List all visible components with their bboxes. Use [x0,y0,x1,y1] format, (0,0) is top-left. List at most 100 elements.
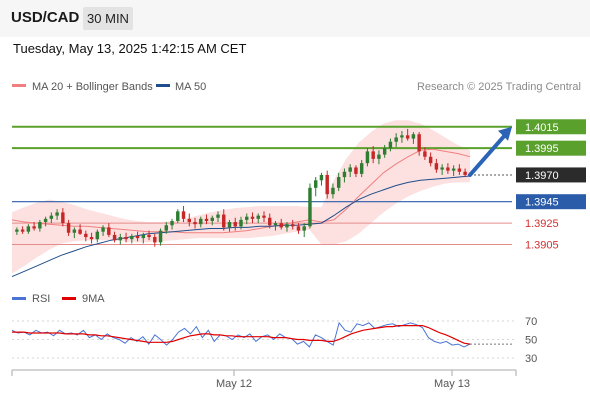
legend-swatch-ma50 [156,84,170,87]
rsi-ma-line [12,325,471,345]
candle-body [319,174,324,181]
rsi-tick-70: 70 [525,316,537,328]
candle-body [405,135,410,139]
candle-body [118,237,123,241]
candle-body [15,229,19,232]
candle-body [250,216,255,219]
candle-body [95,231,100,240]
candle-body [348,167,352,172]
candle-body [400,135,404,138]
candle-body [61,212,65,224]
candle-body [457,168,462,172]
candle-body [204,218,209,221]
candle-body [101,227,105,232]
candle-body [158,230,163,243]
level-tag-1.4015 [516,119,586,135]
candle-body [32,226,36,229]
legend-swatch-9ma [62,297,76,300]
candle-body [434,163,439,170]
candle-body [130,235,134,240]
candle-body [199,218,203,225]
candle-body [256,215,260,219]
candle-body [245,216,249,220]
candle-body [325,174,329,195]
level-label-1.4015: 1.4015 [525,122,559,134]
candle-body [66,223,71,233]
candle-body [377,154,381,159]
bollinger-band-area [12,120,470,274]
candle-body [107,227,111,235]
forecast-arrow-shaft [468,130,509,177]
candle-body [72,229,77,233]
candle-body [354,167,358,174]
candle-body [285,224,289,228]
candle-body [38,222,42,229]
rsi-tick-50: 50 [525,335,537,347]
ma20-line [11,148,471,234]
candle-body [239,219,243,227]
rsi-tick-30: 30 [525,353,537,365]
candle-body [216,214,220,218]
candle-body [446,167,450,171]
candle-body [371,151,375,159]
rsi-line [11,321,471,348]
candle-body [210,217,214,221]
candle-body [463,171,467,175]
candle-body [187,218,192,223]
candle-body [176,211,180,221]
instrument-name: USD/CAD [11,9,80,26]
legend-swatch-ma20 [12,84,26,87]
candle-body [313,180,318,188]
candle-body [268,217,272,226]
candle-body [193,222,197,225]
candle-body [359,163,364,174]
candle-body [302,226,306,231]
x-tick-label: May 13 [434,378,470,390]
header-bar: USD/CAD 30 MIN [0,0,590,37]
attribution: Research © 2025 Trading Central [417,81,581,93]
candle-body [331,187,335,195]
candle-body [423,151,427,157]
candle-body [262,215,266,218]
legend-label-ma20: MA 20 + Bollinger Bands [32,81,153,93]
candle-body [279,223,283,228]
level-tag-1.3995 [516,140,586,156]
level-label-1.3995: 1.3995 [525,143,559,155]
level-label-1.3925: 1.3925 [525,218,559,230]
candle-body [49,215,54,219]
level-tag-1.3945 [516,194,586,210]
candle-body [222,214,226,228]
candle-body [141,234,146,239]
candle-body [124,237,128,240]
candle-body [170,220,174,226]
x-tick-label: May 12 [216,378,252,390]
candle-body [153,237,157,243]
candle-body [26,226,31,232]
candle-body [451,168,456,171]
candle-body [55,212,59,216]
legend-label-ma50: MA 50 [175,81,206,93]
candle-body [290,224,295,227]
legend-swatch-rsi [12,297,26,300]
candle-body [417,134,421,152]
legend-label-rsi: RSI [32,293,50,305]
candle-body [411,134,416,139]
candle-body [388,141,393,149]
candle-body [440,167,444,170]
candle-body [296,226,301,231]
candle-body [84,233,88,238]
level-label-1.3905: 1.3905 [525,240,559,252]
level-label-1.3945: 1.3945 [525,197,559,209]
candle-body [342,171,347,178]
candle-body [273,223,278,226]
candle-body [233,222,237,227]
candle-body [227,222,232,228]
candle-body [365,151,370,164]
candle-body [428,156,433,164]
level-tag-1.3970 [516,167,586,183]
candle-body [20,229,25,232]
timeframe-button[interactable]: 30 MIN [83,7,133,30]
candle-body [135,235,140,239]
candle-body [394,137,398,142]
